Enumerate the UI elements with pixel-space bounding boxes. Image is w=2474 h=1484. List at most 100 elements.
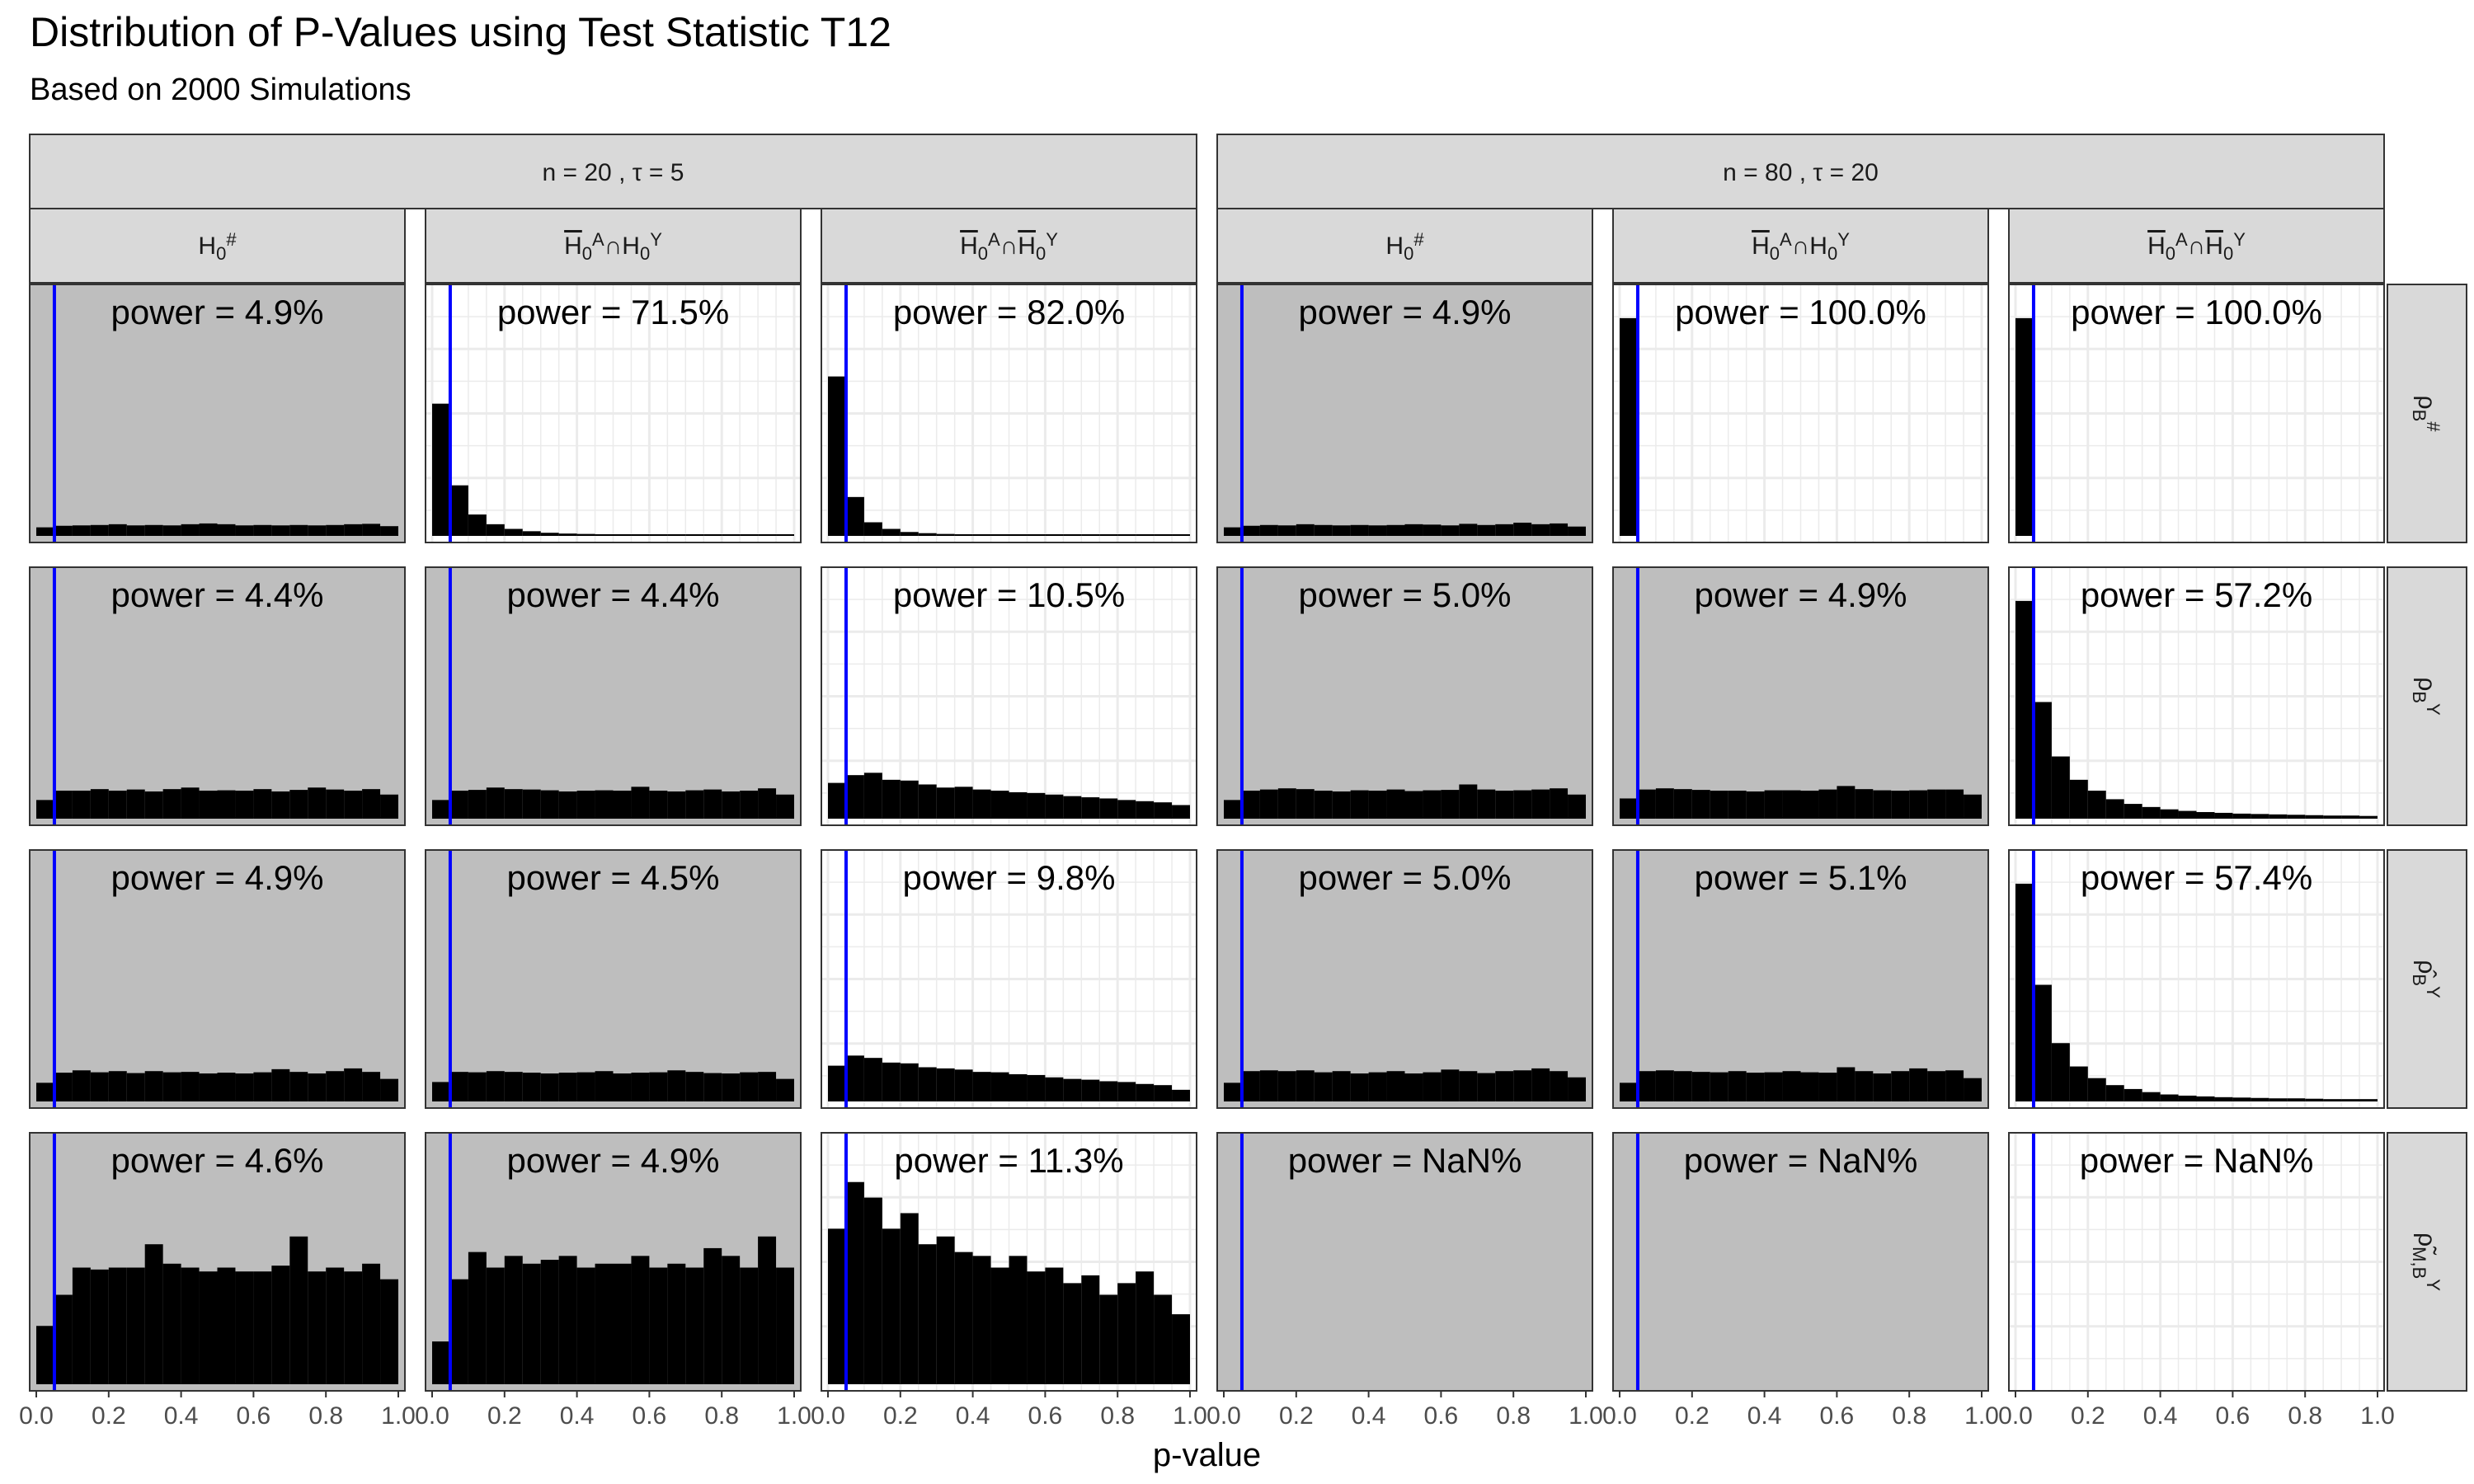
panel-0-1-0-bar bbox=[522, 531, 541, 536]
panel-0-2-2-bar bbox=[1063, 1078, 1082, 1101]
panel-0-2-2-bar bbox=[845, 1055, 864, 1101]
panel-0-1-0-bar bbox=[776, 534, 794, 536]
panel-0-0-0-bar bbox=[144, 524, 163, 536]
panel-1-1-2-border bbox=[1612, 849, 1989, 1109]
x-tick-label: 0.8 bbox=[704, 1402, 739, 1430]
panel-0-2-3-bar bbox=[954, 1252, 973, 1384]
panel-0-2-1-bar bbox=[1081, 797, 1100, 819]
panel-0-1-3-bar bbox=[649, 1267, 668, 1384]
panel-0-2-2-power-label: power = 9.8% bbox=[903, 858, 1116, 897]
panel-0-2-2-bar bbox=[972, 1072, 991, 1101]
panel-0-1-2-bar bbox=[468, 1072, 487, 1101]
column-strip-label-4-part: 0 bbox=[1770, 243, 1780, 264]
panel-0-2-0-bar bbox=[1027, 534, 1046, 536]
panel-1-0-0-bar bbox=[1259, 524, 1278, 536]
panel-0-1-1-bar bbox=[522, 789, 541, 819]
panel-0-2-3-bar bbox=[1009, 1256, 1028, 1384]
x-tick-label: 0.4 bbox=[1747, 1402, 1782, 1430]
panel-0-2-2-bar bbox=[1172, 1089, 1190, 1101]
panel-0-1-0-bar bbox=[486, 524, 505, 536]
panel-0-1-0-bar bbox=[504, 528, 523, 536]
panel-0-0-1-bar bbox=[253, 789, 272, 819]
panel-0-1-2-bar bbox=[576, 1072, 595, 1101]
panel-0-1-0-bar bbox=[468, 514, 487, 536]
panel-0-2-0-bar bbox=[1045, 534, 1064, 536]
panel-0-0-3-bar bbox=[72, 1267, 91, 1384]
column-strip-label-1: H0A∩H0Y bbox=[564, 229, 662, 263]
panel-0-2-2-bar bbox=[1027, 1074, 1046, 1101]
panel-1-2-2-bar bbox=[2105, 1085, 2124, 1101]
panel-1-1-2-bar bbox=[1873, 1073, 1892, 1101]
panel-1-1-1-bar bbox=[1855, 789, 1874, 819]
panel-1-2-1-bar bbox=[2069, 779, 2088, 819]
panel-0-0-1: power = 4.4% bbox=[29, 566, 406, 826]
panel-0-2-0-bar bbox=[972, 534, 991, 536]
panel-0-2-3-bar bbox=[863, 1197, 882, 1384]
x-tick-label: 1.0 bbox=[1964, 1402, 1999, 1430]
panel-1-2-2-bar bbox=[2178, 1095, 2197, 1101]
panel-1-2-1-bar bbox=[2341, 815, 2360, 819]
panel-0-2-0-bar bbox=[1117, 534, 1136, 536]
panel-1-0-2-bar bbox=[1423, 1072, 1442, 1101]
panel-1-2-1-bar bbox=[2051, 756, 2070, 819]
panel-0-2-3-bar bbox=[1081, 1275, 1100, 1384]
panel-0-2-1-power-label: power = 10.5% bbox=[893, 575, 1125, 614]
panel-1-1-1-bar bbox=[1746, 791, 1765, 819]
panel-0-2-0-bar bbox=[954, 534, 973, 536]
row-strip-label-3-part: M,B bbox=[2409, 1247, 2429, 1279]
panel-0-0-0-bar bbox=[362, 524, 381, 536]
panel-0-0-1-border bbox=[29, 566, 406, 826]
panel-0-2-1-bar bbox=[1172, 805, 1190, 819]
panel-0-0-3-bar bbox=[289, 1236, 308, 1384]
outer-strip-label-1: n = 80 , τ = 20 bbox=[1723, 159, 1879, 186]
panel-0-2-2-bar bbox=[882, 1062, 901, 1101]
panel-1-1-1-bar bbox=[1655, 788, 1674, 819]
panel-0-2-0-bar bbox=[990, 534, 1009, 536]
x-tick-label: 0.6 bbox=[237, 1402, 271, 1430]
panel-0-0-3-bar bbox=[181, 1267, 200, 1384]
panel-1-0-1-border bbox=[1216, 566, 1593, 826]
panel-1-2-2-bar bbox=[2214, 1097, 2233, 1101]
panel-0-1-1-bar bbox=[740, 791, 759, 819]
panel-0-2-2-bar bbox=[936, 1068, 955, 1101]
x-tick-label: 0.2 bbox=[2071, 1402, 2105, 1430]
panel-0-0-2-bar bbox=[108, 1071, 127, 1101]
panel-1-0-0-bar bbox=[1568, 526, 1586, 536]
panel-0-2-0-bar bbox=[1081, 534, 1100, 536]
panel-0-0-2: power = 4.9% bbox=[29, 849, 406, 1109]
panel-0-0-1-bar bbox=[72, 791, 91, 819]
x-tick-label: 0.8 bbox=[1892, 1402, 1926, 1430]
panel-1-1-2-bar bbox=[1691, 1072, 1710, 1101]
panel-0-0-1-bar bbox=[144, 791, 163, 819]
panel-0-2-2-bar bbox=[1009, 1073, 1028, 1101]
panel-1-1-0-bar bbox=[1620, 317, 1638, 536]
panel-0-2-1-bar bbox=[1136, 801, 1155, 819]
panel-0-2-0-bar bbox=[1099, 534, 1118, 536]
panel-0-0-3-bar bbox=[108, 1267, 127, 1384]
panel-0-1-1-bar bbox=[685, 790, 704, 819]
panel-1-0-2-bar bbox=[1368, 1072, 1387, 1101]
column-strip-label-5-part: H bbox=[2205, 232, 2223, 260]
panel-0-0-0-bar bbox=[289, 524, 308, 536]
panel-1-0-2-bar bbox=[1441, 1069, 1460, 1101]
panel-0-2-1-bar bbox=[954, 787, 973, 819]
panel-0-1-3-bar bbox=[758, 1236, 777, 1384]
panel-0-1-1-bar bbox=[432, 800, 450, 819]
panel-1-2-1-bar bbox=[2232, 813, 2251, 819]
panel-1-0-2-border bbox=[1216, 849, 1593, 1109]
panel-1-0-0: power = 4.9% bbox=[1216, 284, 1593, 543]
panel-0-1-0-bar bbox=[613, 534, 632, 536]
column-strip-label-5-part: ∩ bbox=[2188, 232, 2206, 260]
panel-0-0-0-bar bbox=[380, 526, 398, 536]
panel-1-2-0-bar bbox=[2015, 317, 2034, 536]
panel-0-2-1-bar bbox=[882, 779, 901, 819]
panel-1-0-2-bar bbox=[1332, 1071, 1351, 1101]
column-strip-3 bbox=[1216, 208, 1593, 284]
panel-0-0-2-bar bbox=[289, 1072, 308, 1101]
panel-1-2-3-power-label: power = NaN% bbox=[2080, 1141, 2314, 1180]
panel-1-0-2-bar bbox=[1386, 1071, 1405, 1101]
panel-1-0-0-bar bbox=[1296, 524, 1315, 536]
panel-1-2-2-power-label: power = 57.4% bbox=[2081, 858, 2312, 897]
panel-1-0-2-bar bbox=[1459, 1071, 1478, 1101]
panel-0-0-1-bar bbox=[36, 800, 54, 819]
